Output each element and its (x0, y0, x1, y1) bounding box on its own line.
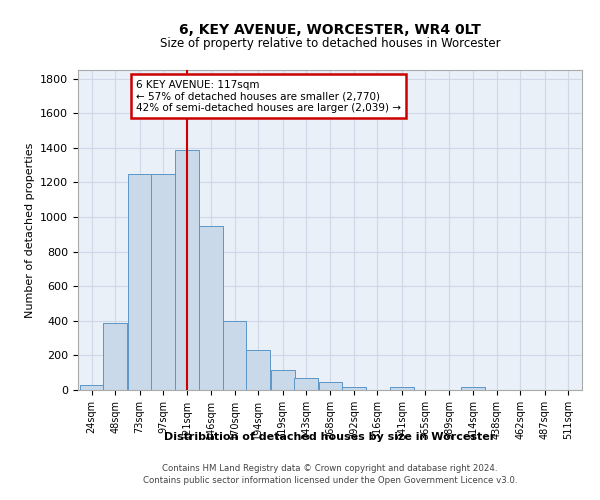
Y-axis label: Number of detached properties: Number of detached properties (25, 142, 35, 318)
Bar (128, 174, 152, 390)
Text: Size of property relative to detached houses in Worcester: Size of property relative to detached ho… (160, 38, 500, 51)
Bar (199, 226, 223, 390)
Text: 6 KEY AVENUE: 117sqm
← 57% of detached houses are smaller (2,770)
42% of semi-de: 6 KEY AVENUE: 117sqm ← 57% of detached h… (136, 80, 401, 113)
Text: Contains HM Land Registry data © Crown copyright and database right 2024.: Contains HM Land Registry data © Crown c… (162, 464, 498, 473)
Bar (246, 350, 270, 390)
Bar (271, 370, 295, 390)
Bar (294, 378, 318, 390)
Text: Contains public sector information licensed under the Open Government Licence v3: Contains public sector information licen… (143, 476, 517, 485)
Bar (390, 388, 414, 390)
Bar (80, 385, 103, 390)
Bar (461, 388, 485, 390)
Bar (319, 382, 343, 390)
Bar (342, 388, 366, 390)
Bar (175, 150, 199, 390)
Bar (151, 174, 175, 390)
Text: 6, KEY AVENUE, WORCESTER, WR4 0LT: 6, KEY AVENUE, WORCESTER, WR4 0LT (179, 22, 481, 36)
Bar (223, 321, 247, 390)
Bar (103, 322, 127, 390)
Text: Distribution of detached houses by size in Worcester: Distribution of detached houses by size … (164, 432, 496, 442)
